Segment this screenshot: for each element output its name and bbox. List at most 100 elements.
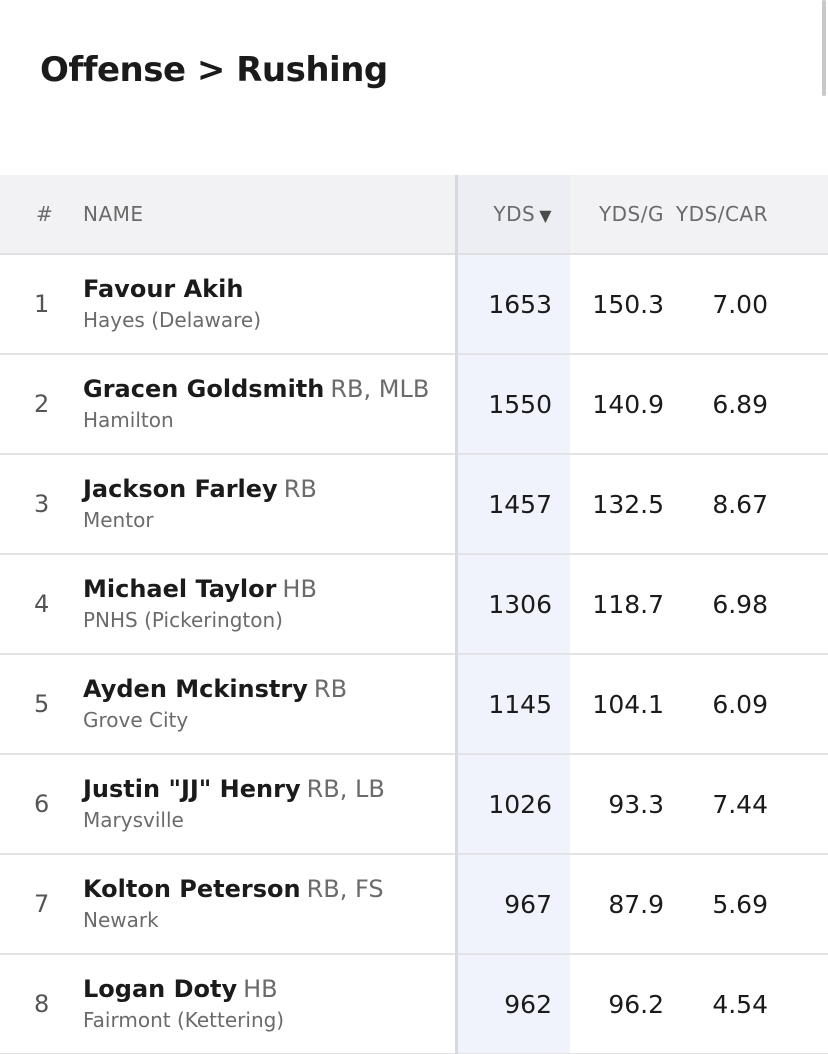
overflow-column-cell — [804, 454, 828, 554]
player-name-link[interactable]: Jackson Farley — [83, 475, 278, 503]
yds-per-game-value: 118.7 — [592, 589, 664, 619]
player-school: Marysville — [83, 808, 184, 832]
yds-per-game-value: 87.9 — [608, 889, 664, 919]
player-name-line: Michael Taylor HB — [83, 573, 455, 605]
player-name-link[interactable]: Logan Doty — [83, 975, 238, 1003]
yds-value: 1550 — [454, 354, 570, 454]
player-cell: Michael Taylor HB PNHS (Pickerington) — [68, 554, 456, 654]
player-name-link[interactable]: Gracen Goldsmith — [83, 375, 325, 403]
player-school: Grove City — [83, 708, 189, 732]
yds-column-header[interactable]: YDS ▼ — [454, 175, 570, 255]
yds-per-carry-value: 6.98 — [712, 589, 768, 619]
player-position: HB — [243, 975, 278, 1003]
player-name-line: Ayden Mckinstry RB — [83, 673, 455, 705]
player-name-line: Jackson Farley RB — [83, 473, 455, 505]
yds-per-game-value: 150.3 — [592, 289, 664, 319]
player-rank: 1 — [34, 290, 50, 318]
overflow-column-cell — [804, 754, 828, 854]
table-row[interactable]: 3 Jackson Farley RB Mentor 1457 132.5 8.67 — [0, 454, 828, 554]
rushing-stats-table: # NAME YDS ▼ YDS/G YDS/CAR 1 Favour Akih Ha… — [0, 175, 828, 1054]
player-name-link[interactable]: Favour Akih — [83, 275, 244, 303]
rank-column-header[interactable]: # — [0, 175, 68, 255]
yds-value: 1145 — [454, 654, 570, 754]
yds-per-carry-value: 7.00 — [712, 289, 768, 319]
table-row[interactable]: 4 Michael Taylor HB PNHS (Pickerington) 1306… — [0, 554, 828, 654]
player-position: RB, FS — [306, 875, 384, 903]
player-name-line: Justin "JJ" Henry RB, LB — [83, 773, 455, 805]
yds-per-carry-value: 6.09 — [712, 689, 768, 719]
player-cell: Logan Doty HB Fairmont (Kettering) — [68, 954, 456, 1054]
yds-per-carry-column-header[interactable]: YDS/CAR — [674, 175, 804, 255]
player-rank: 5 — [34, 690, 50, 718]
table-row[interactable]: 2 Gracen Goldsmith RB, MLB Hamilton 1550 140.… — [0, 354, 828, 454]
overflow-column-cell — [804, 554, 828, 654]
name-column-header[interactable]: NAME — [68, 175, 456, 255]
yds-per-carry-value: 4.54 — [712, 989, 768, 1019]
overflow-column-header — [804, 175, 828, 255]
yds-value: 1306 — [454, 554, 570, 654]
yds-per-game-value: 104.1 — [592, 689, 664, 719]
yds-per-carry-value: 6.89 — [712, 389, 768, 419]
player-position: RB — [283, 475, 317, 503]
player-school: Mentor — [83, 508, 154, 532]
yds-value: 1026 — [454, 754, 570, 854]
player-rank: 4 — [34, 590, 50, 618]
sort-descending-icon: ▼ — [539, 206, 552, 225]
overflow-column-cell — [804, 354, 828, 454]
yds-per-carry-value: 7.44 — [712, 789, 768, 819]
player-school: Fairmont (Kettering) — [83, 1008, 285, 1032]
player-cell: Ayden Mckinstry RB Grove City — [68, 654, 456, 754]
overflow-column-cell — [804, 854, 828, 954]
yds-per-game-column-header[interactable]: YDS/G — [570, 175, 674, 255]
player-name-link[interactable]: Ayden Mckinstry — [83, 675, 308, 703]
player-name-line: Kolton Peterson RB, FS — [83, 873, 455, 905]
yds-value: 1653 — [454, 254, 570, 354]
player-position: RB — [313, 675, 348, 703]
overflow-column-cell — [804, 954, 828, 1054]
table-row[interactable]: 5 Ayden Mckinstry RB Grove City 1145 104.1 6.0… — [0, 654, 828, 754]
player-name-link[interactable]: Michael Taylor — [83, 575, 277, 603]
player-cell: Gracen Goldsmith RB, MLB Hamilton — [68, 354, 456, 454]
yds-value: 1457 — [454, 454, 570, 554]
overflow-column-cell — [804, 254, 828, 354]
player-rank: 3 — [34, 490, 50, 518]
player-rank: 8 — [34, 990, 50, 1018]
player-name-link[interactable]: Justin "JJ" Henry — [83, 775, 301, 803]
yds-value: 962 — [454, 954, 570, 1054]
table-row[interactable]: 6 Justin "JJ" Henry RB, LB Marysville 1026 93… — [0, 754, 828, 854]
yds-per-carry-value: 8.67 — [712, 489, 768, 519]
overflow-column-cell — [804, 654, 828, 754]
table-row[interactable]: 7 Kolton Peterson RB, FS Newark 967 87.9 5.69 — [0, 854, 828, 954]
player-cell: Jackson Farley RB Mentor — [68, 454, 456, 554]
player-school: Newark — [83, 908, 159, 932]
yds-per-game-value: 140.9 — [592, 389, 664, 419]
player-rank: 7 — [34, 890, 50, 918]
scrollbar-thumb[interactable] — [822, 0, 826, 96]
page-scrollbar[interactable] — [820, 0, 828, 100]
player-position: HB — [282, 575, 317, 603]
player-cell: Favour Akih Hayes (Delaware) — [68, 254, 456, 354]
table-row[interactable]: 8 Logan Doty HB Fairmont (Kettering) 962 96.2… — [0, 954, 828, 1054]
yds-per-carry-value: 5.69 — [712, 889, 768, 919]
player-cell: Justin "JJ" Henry RB, LB Marysville — [68, 754, 456, 854]
player-school: Hamilton — [83, 408, 174, 432]
yds-per-game-value: 93.3 — [608, 789, 664, 819]
yds-per-game-value: 96.2 — [608, 989, 664, 1019]
player-school: PNHS (Pickerington) — [83, 608, 283, 632]
player-name-line: Favour Akih — [83, 273, 455, 305]
yds-column-label: YDS — [493, 202, 536, 226]
yds-per-game-value: 132.5 — [592, 489, 664, 519]
player-rank: 2 — [34, 390, 50, 418]
player-cell: Kolton Peterson RB, FS Newark — [68, 854, 456, 954]
table-header-row: # NAME YDS ▼ YDS/G YDS/CAR — [0, 175, 828, 255]
player-name-link[interactable]: Kolton Peterson — [83, 875, 301, 903]
player-rank: 6 — [34, 790, 50, 818]
table-row[interactable]: 1 Favour Akih Hayes (Delaware) 1653 150.3 7.0… — [0, 254, 828, 354]
player-name-line: Gracen Goldsmith RB, MLB — [83, 373, 455, 405]
player-position: RB, LB — [306, 775, 385, 803]
player-name-line: Logan Doty HB — [83, 973, 455, 1005]
player-school: Hayes (Delaware) — [83, 308, 262, 332]
player-position: RB, MLB — [330, 375, 430, 403]
yds-value: 967 — [454, 854, 570, 954]
